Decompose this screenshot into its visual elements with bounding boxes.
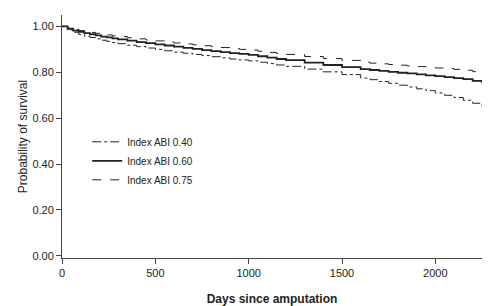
svg-text:0.00: 0.00 (32, 250, 53, 262)
svg-text:0.80: 0.80 (32, 66, 53, 78)
svg-text:0.60: 0.60 (32, 112, 53, 124)
svg-text:1500: 1500 (330, 267, 354, 279)
svg-text:0.40: 0.40 (32, 158, 53, 170)
svg-text:500: 500 (146, 267, 164, 279)
svg-text:Days since amputation: Days since amputation (207, 292, 338, 306)
svg-text:2000: 2000 (423, 267, 447, 279)
svg-text:1.00: 1.00 (32, 20, 53, 32)
svg-text:Probability of survival: Probability of survival (16, 80, 30, 193)
svg-text:1000: 1000 (236, 267, 260, 279)
svg-text:Index ABI 0.75: Index ABI 0.75 (127, 175, 192, 186)
svg-text:Index ABI 0.60: Index ABI 0.60 (127, 156, 192, 167)
svg-text:0.20: 0.20 (32, 204, 53, 216)
svg-text:0: 0 (59, 267, 65, 279)
svg-text:Index ABI 0.40: Index ABI 0.40 (127, 137, 192, 148)
